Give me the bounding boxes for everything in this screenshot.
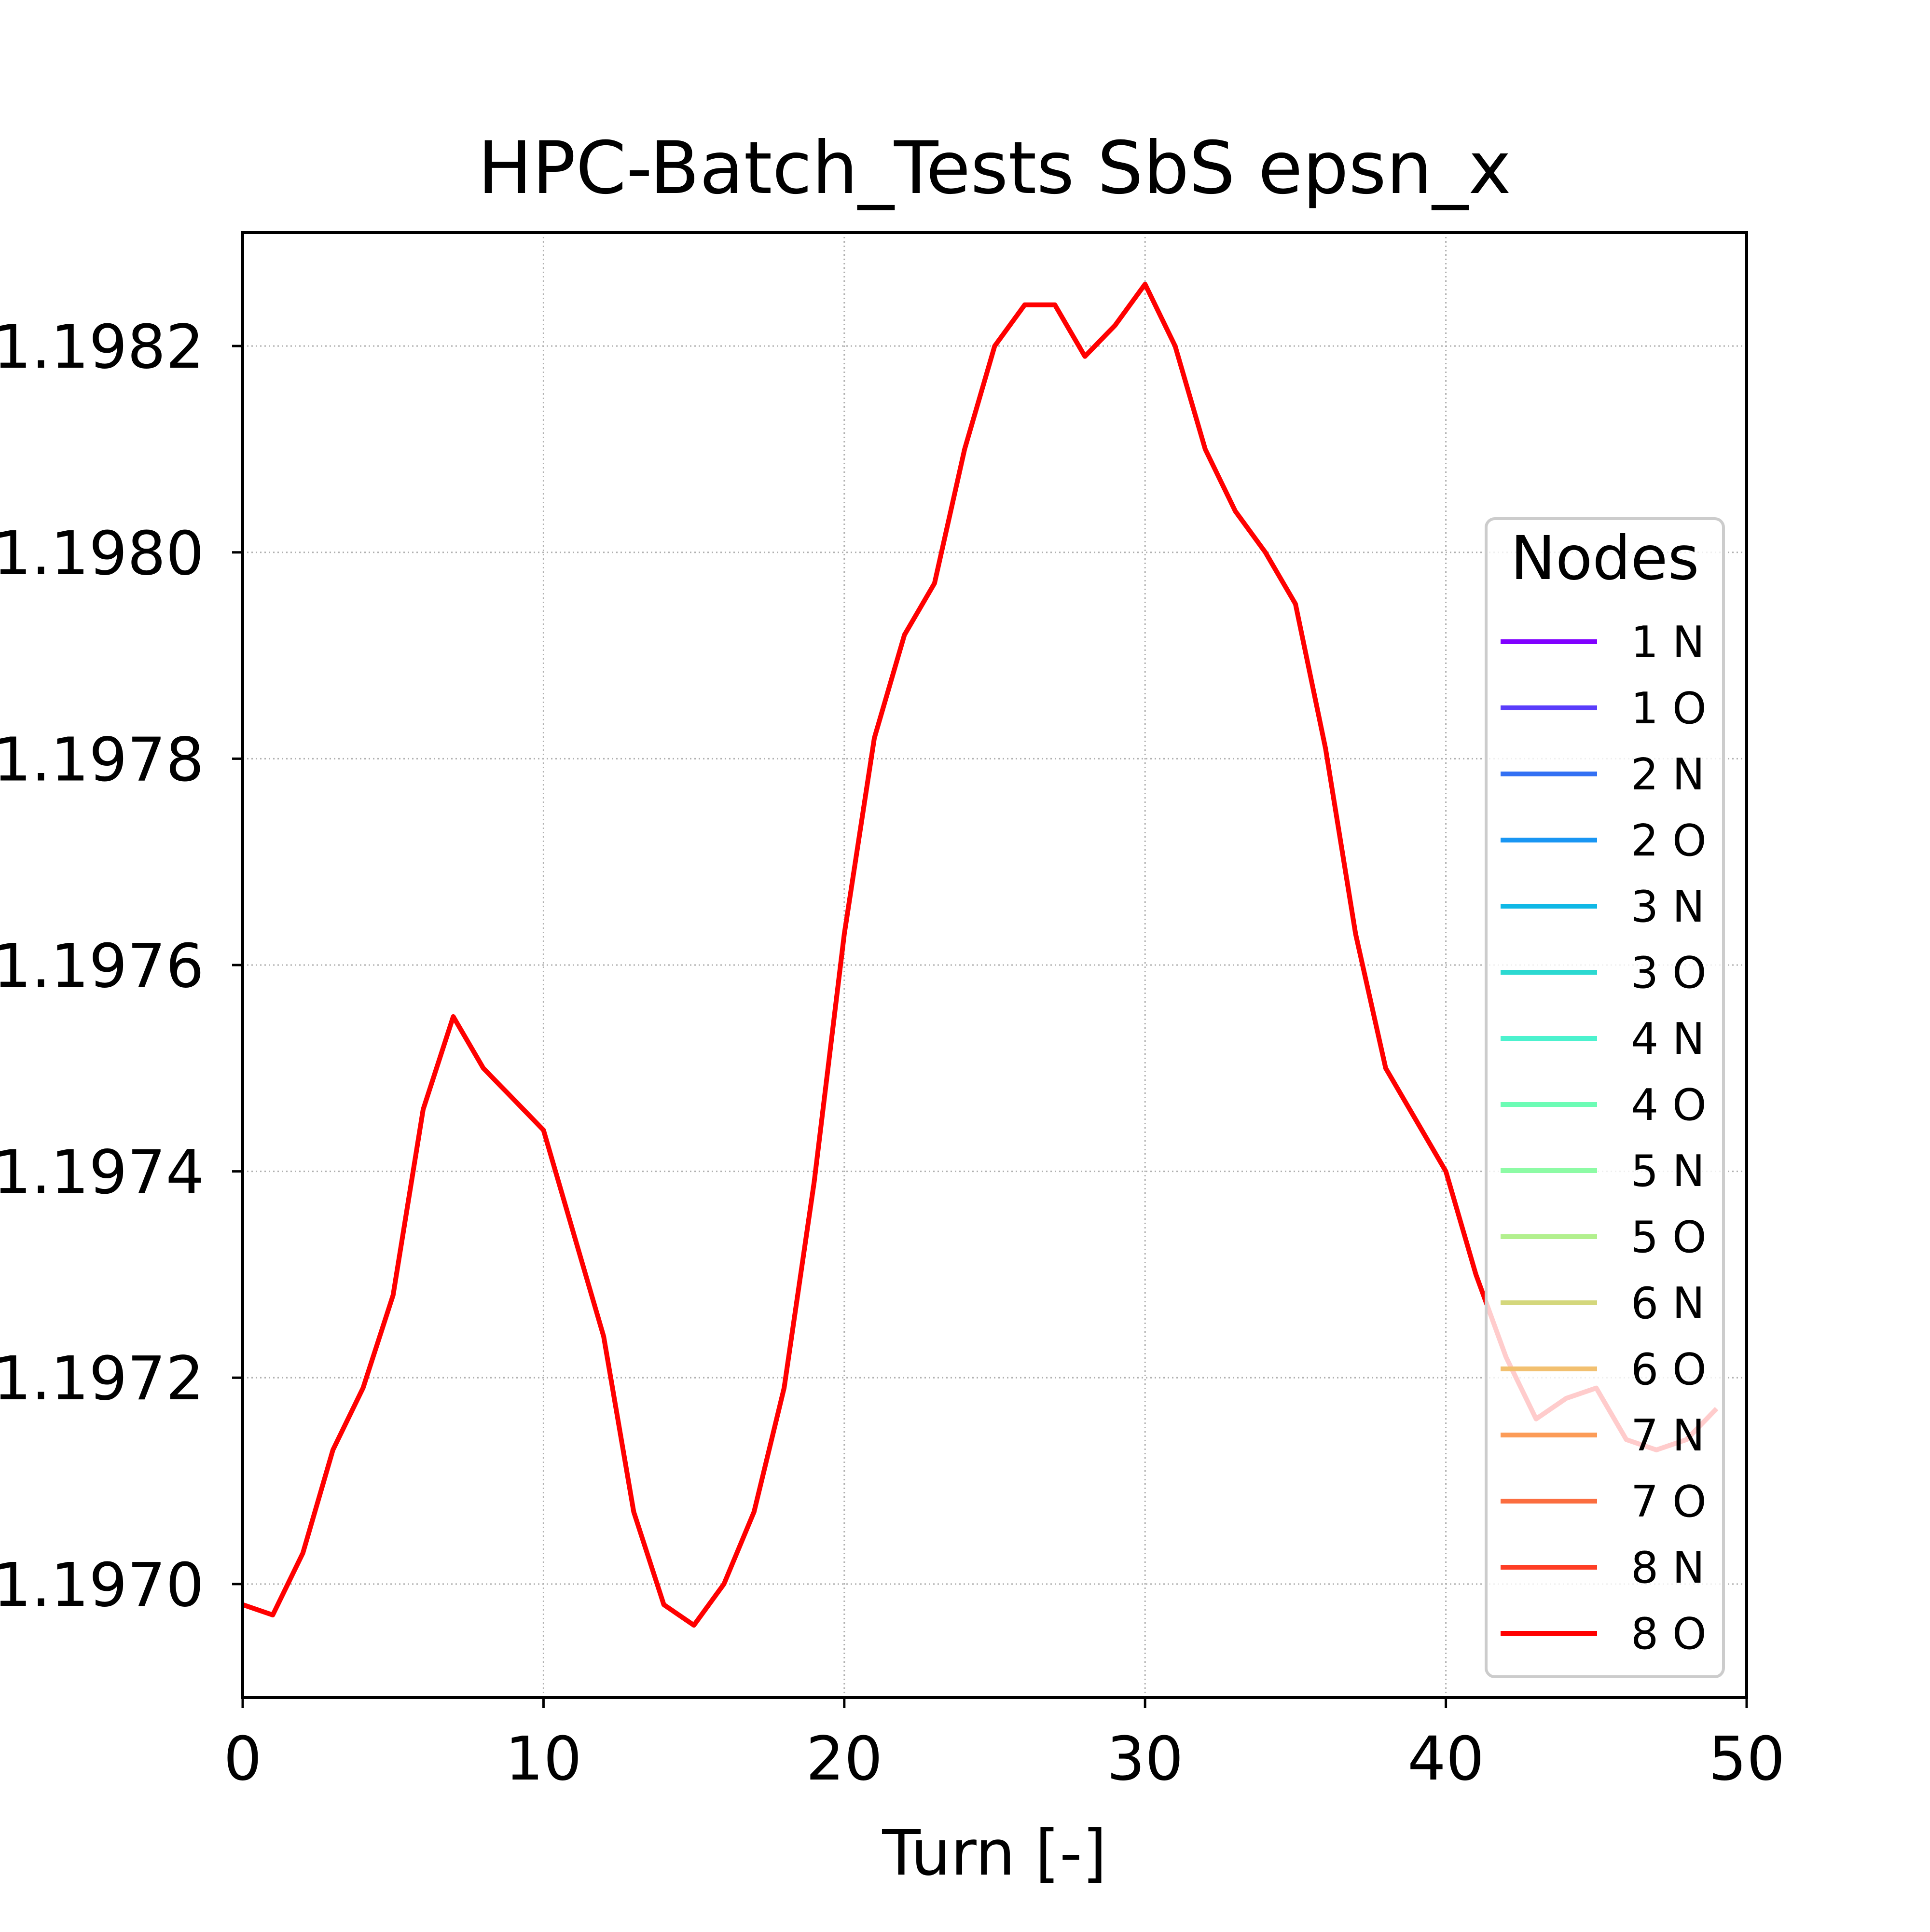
legend-entry-label: 8 O [1631,1609,1707,1659]
chart-title: HPC-Batch_Tests SbS epsn_x [478,126,1511,210]
legend-entry-label: 3 O [1631,948,1707,998]
legend-entry-label: 4 O [1631,1080,1707,1131]
legend-box [1485,517,1725,1678]
legend-entry-label: 1 N [1631,617,1705,668]
y-tick-label: 1.1972 [0,1344,204,1414]
y-tick-label: 1.1974 [0,1138,204,1208]
legend-entry-label: 3 N [1631,882,1705,932]
y-tick-label: 1.1970 [0,1550,204,1620]
series-lines [242,281,1719,1628]
legend-entry-label: 7 N [1631,1410,1705,1461]
x-tick-label: 10 [505,1724,582,1794]
legend-entry-label: 8 N [1631,1543,1705,1593]
series-line [242,281,1719,1628]
y-tick-label: 1.1982 [0,312,204,382]
legend-entry-label: 2 O [1631,815,1707,866]
axis-ticks: 0 10 20 30 40 50 1.1970 1.1972 1.1974 1.1976 1.197… [0,312,1785,1794]
legend-entry-label: 6 O [1631,1344,1707,1395]
x-tick-label: 40 [1407,1724,1484,1794]
x-axis-label: Turn [-] [882,1816,1106,1890]
y-tick-label: 1.1980 [0,519,204,589]
x-tick-label: 50 [1708,1724,1785,1794]
legend-title: Nodes [1510,524,1699,593]
legend-entry-label: 2 N [1631,749,1705,800]
x-tick-label: 0 [223,1724,262,1794]
y-tick-label: 1.1976 [0,931,204,1001]
x-tick-label: 30 [1107,1724,1184,1794]
legend-entry-label: 1 O [1631,683,1707,734]
x-tick-label: 20 [806,1724,882,1794]
legend-entry-label: 5 N [1631,1146,1705,1197]
legend-entry-label: 7 O [1631,1477,1707,1527]
y-tick-label: 1.1978 [0,725,204,795]
legend: Nodes 1 N 1 O 2 N 2 O 3 N 3 O 4 N 4 O 5 N 5 O 6 N 6 … [1485,517,1725,1678]
legend-entry-label: 4 N [1631,1014,1705,1064]
legend-entry-label: 6 N [1631,1278,1705,1329]
legend-entry-label: 5 O [1631,1212,1707,1263]
